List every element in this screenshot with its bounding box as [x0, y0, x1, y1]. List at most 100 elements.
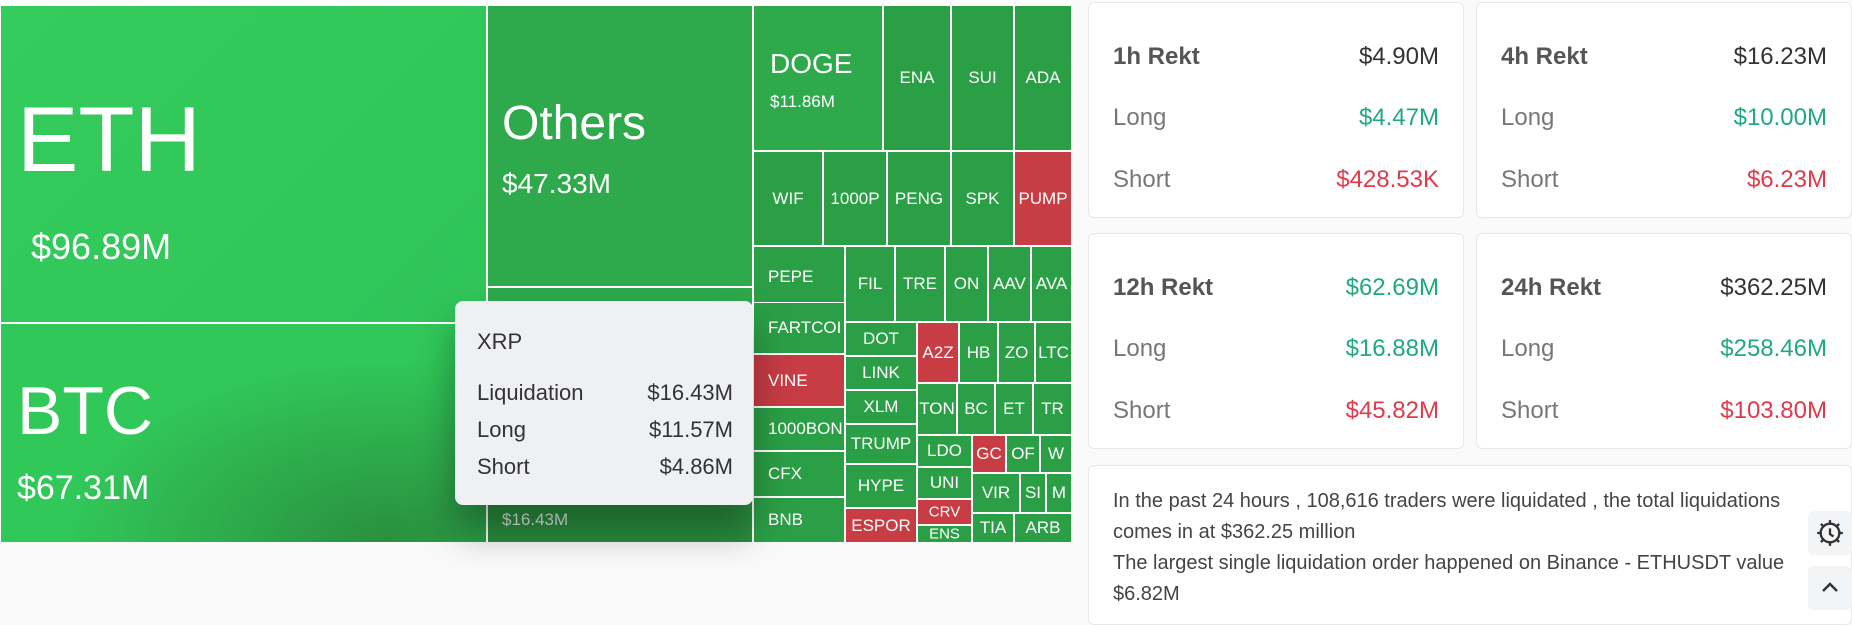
theme-settings-button[interactable] — [1808, 511, 1852, 555]
summary-line-1: In the past 24 hours , 108,616 traders w… — [1113, 490, 1781, 543]
card-header: 12h Rekt $62.69M — [1113, 274, 1439, 302]
tile-symbol: ARB — [1025, 518, 1061, 537]
treemap-tile-w[interactable]: W — [1040, 435, 1072, 473]
tile-symbol: PEPE — [768, 267, 814, 286]
long-value: $16.88M — [1345, 335, 1439, 362]
card-long-row: Long $10.00M — [1501, 104, 1827, 132]
treemap-tile-pump[interactable]: PUMP — [1014, 151, 1072, 246]
card-short-row: Short $6.23M — [1501, 166, 1827, 194]
treemap-tile-1000bon[interactable]: 1000BON — [753, 407, 845, 451]
short-label: Short — [1501, 166, 1559, 193]
tile-symbol: LINK — [862, 363, 900, 382]
long-label: Long — [1501, 104, 1555, 131]
tooltip-row-short: Short $4.86M — [477, 454, 733, 480]
treemap-tile-crv[interactable]: CRV — [917, 499, 972, 525]
treemap-tile-ava[interactable]: AVA — [1031, 246, 1072, 322]
treemap-tile-si[interactable]: SI — [1020, 473, 1046, 513]
treemap-tile-vine[interactable]: VINE — [753, 354, 845, 407]
treemap-tile-ada[interactable]: ADA — [1014, 5, 1072, 151]
treemap-tile-gc[interactable]: GC — [972, 435, 1006, 473]
treemap-tile-spk[interactable]: SPK — [951, 151, 1014, 246]
tooltip-value: $16.43M — [647, 380, 733, 405]
card-short-row: Short $428.53K — [1113, 166, 1439, 194]
treemap-tile-of[interactable]: OF — [1006, 435, 1040, 473]
treemap-tile-xlm[interactable]: XLM — [845, 390, 917, 424]
tile-symbol: ETH — [17, 89, 201, 191]
treemap-tile-hb[interactable]: HB — [959, 322, 998, 383]
tile-symbol: BNB — [768, 510, 803, 529]
card-long-row: Long $16.88M — [1113, 335, 1439, 363]
gear-icon — [1817, 520, 1843, 546]
treemap-tile-ens[interactable]: ENS — [917, 525, 972, 542]
treemap-tile-link[interactable]: LINK — [845, 356, 917, 390]
tile-symbol: SI — [1024, 483, 1042, 502]
treemap-tile-peng[interactable]: PENG — [887, 151, 951, 246]
tile-symbol: ON — [953, 274, 980, 293]
tile-symbol: PENG — [894, 188, 944, 208]
treemap-tile-a2z[interactable]: A2Z — [917, 322, 959, 383]
treemap-tile-bc[interactable]: BC — [957, 383, 995, 435]
tile-symbol: TIA — [979, 518, 1007, 537]
treemap-tile-others[interactable]: Others $47.33M — [487, 5, 753, 287]
treemap-tile-arb[interactable]: ARB — [1014, 513, 1072, 542]
treemap-tile-zo[interactable]: ZO — [998, 322, 1035, 383]
card-header: 24h Rekt $362.25M — [1501, 274, 1827, 302]
rekt-card-4h: 4h Rekt $16.23M Long $10.00M Short $6.23… — [1476, 2, 1852, 218]
tile-symbol: AAV — [993, 274, 1026, 293]
card-total: $62.69M — [1345, 274, 1439, 301]
treemap-tile-ena[interactable]: ENA — [883, 5, 951, 151]
tooltip-label: Long — [477, 417, 526, 442]
rekt-card-12h: 12h Rekt $62.69M Long $16.88M Short $45.… — [1088, 233, 1464, 449]
treemap-tile-eth[interactable]: ETH $96.89M — [0, 5, 487, 323]
card-short-row: Short $45.82M — [1113, 397, 1439, 425]
treemap-tile-ldo[interactable]: LDO — [917, 435, 972, 467]
treemap-tile-m[interactable]: M — [1046, 473, 1072, 513]
long-value: $258.46M — [1720, 335, 1827, 362]
tile-symbol: SUI — [968, 68, 997, 87]
treemap-tile-et[interactable]: ET — [995, 383, 1033, 435]
treemap-tile-tia[interactable]: TIA — [972, 513, 1014, 542]
treemap-tile-fartcoin[interactable]: FARTCOI — [753, 302, 845, 354]
treemap-tile-espor[interactable]: ESPOR — [845, 508, 917, 542]
tile-symbol: TRUMP — [850, 434, 912, 453]
tile-symbol: SPK — [965, 188, 1000, 208]
treemap-tile-dot[interactable]: DOT — [845, 322, 917, 356]
short-value: $428.53K — [1336, 166, 1439, 193]
treemap-tile-ton[interactable]: TON — [917, 383, 957, 435]
treemap-tile-1000p[interactable]: 1000P — [823, 151, 887, 246]
treemap-tile-bnb[interactable]: BNB — [753, 497, 845, 542]
treemap-tile-sui[interactable]: SUI — [951, 5, 1014, 151]
treemap-tile-doge[interactable]: DOGE $11.86M — [753, 5, 883, 151]
rekt-card-1h: 1h Rekt $4.90M Long $4.47M Short $428.53… — [1088, 2, 1464, 218]
treemap-tooltip: XRP Liquidation $16.43M Long $11.57M Sho… — [455, 301, 753, 505]
card-long-row: Long $258.46M — [1501, 335, 1827, 363]
treemap-tile-tr[interactable]: TR — [1033, 383, 1072, 435]
tile-symbol: ESPOR — [851, 515, 911, 535]
treemap-tile-fil[interactable]: FIL — [845, 246, 895, 322]
treemap-tile-ltc[interactable]: LTC — [1035, 322, 1072, 383]
scroll-top-button[interactable] — [1808, 566, 1852, 610]
tooltip-row-long: Long $11.57M — [477, 417, 733, 443]
treemap-tile-vir[interactable]: VIR — [972, 473, 1020, 513]
treemap-tile-uni[interactable]: UNI — [917, 467, 972, 499]
card-header: 4h Rekt $16.23M — [1501, 43, 1827, 71]
card-header: 1h Rekt $4.90M — [1113, 43, 1439, 71]
card-title: 4h Rekt — [1501, 43, 1588, 70]
long-value: $4.47M — [1358, 104, 1439, 131]
treemap-tile-aav[interactable]: AAV — [988, 246, 1031, 322]
rekt-card-24h: 24h Rekt $362.25M Long $258.46M Short $1… — [1476, 233, 1852, 449]
treemap-tile-wif[interactable]: WIF — [753, 151, 823, 246]
treemap-tile-trump[interactable]: TRUMP — [845, 424, 917, 464]
treemap-tile-btc[interactable]: BTC $67.31M — [0, 323, 487, 542]
treemap-tile-on[interactable]: ON — [945, 246, 988, 322]
short-value: $6.23M — [1746, 166, 1827, 193]
card-total: $4.90M — [1358, 43, 1439, 70]
tooltip-row-liquidation: Liquidation $16.43M — [477, 380, 733, 406]
tile-symbol: 1000BON — [768, 419, 843, 438]
treemap-tile-hype[interactable]: HYPE — [845, 464, 917, 508]
treemap-tile-tre[interactable]: TRE — [895, 246, 945, 322]
tile-symbol: DOGE — [770, 48, 853, 79]
summary-line-2: The largest single liquidation order hap… — [1113, 552, 1785, 605]
chevron-up-icon — [1822, 582, 1838, 592]
treemap-tile-cfx[interactable]: CFX — [753, 451, 845, 497]
